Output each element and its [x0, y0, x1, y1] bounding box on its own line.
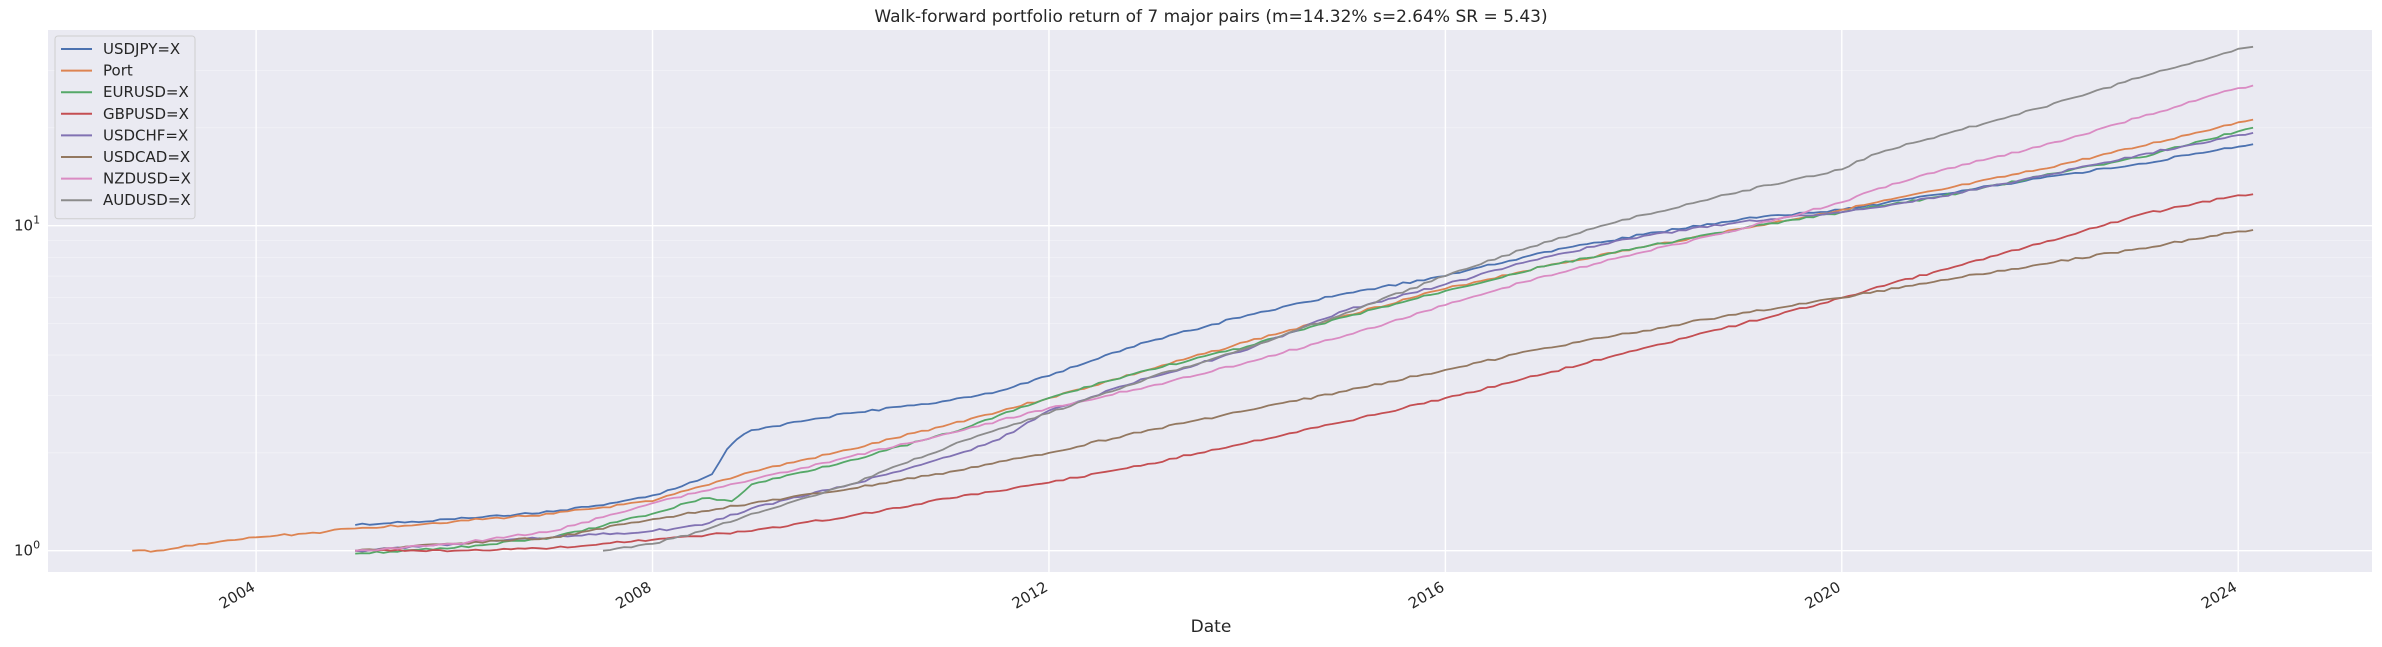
x-tick-label: 2012 — [1009, 578, 1051, 613]
grid — [48, 30, 2372, 572]
x-tick-label: 2004 — [216, 578, 258, 613]
series-line-nzdusd-x — [355, 84, 2254, 552]
legend-label: GBPUSD=X — [103, 105, 189, 123]
legend: USDJPY=X Port EURUSD=X GBPUSD=X USDCHF=X USDC… — [54, 35, 196, 220]
legend-label: USDCAD=X — [103, 148, 190, 166]
plot-area — [48, 30, 2372, 572]
series-line-port — [132, 118, 2254, 553]
series-line-audusd-x — [602, 45, 2254, 552]
legend-label: NZDUSD=X — [103, 170, 191, 188]
x-axis-ticks: 2004 2008 2012 2016 2020 2024 — [216, 578, 2240, 613]
x-tick-label: 2024 — [2198, 578, 2240, 613]
x-tick-label: 2020 — [1802, 578, 1844, 613]
y-tick-label: 101 — [14, 214, 40, 235]
legend-label: USDCHF=X — [103, 126, 188, 144]
series-line-usdjpy-x — [355, 143, 2254, 526]
legend-label: Port — [103, 62, 133, 80]
legend-label: AUDUSD=X — [103, 191, 191, 209]
x-axis-label: Date — [1191, 617, 1232, 637]
legend-box — [54, 35, 196, 220]
y-tick-label: 100 — [14, 539, 40, 560]
y-axis-ticks: 100 101 — [14, 214, 40, 560]
series-line-usdcad-x — [355, 229, 2254, 552]
legend-label: EURUSD=X — [103, 83, 189, 101]
series-lines — [132, 45, 2254, 555]
legend-label: USDJPY=X — [103, 40, 180, 58]
x-tick-label: 2016 — [1405, 578, 1447, 613]
chart-title: Walk-forward portfolio return of 7 major… — [874, 7, 1547, 27]
x-tick-label: 2008 — [612, 578, 654, 613]
